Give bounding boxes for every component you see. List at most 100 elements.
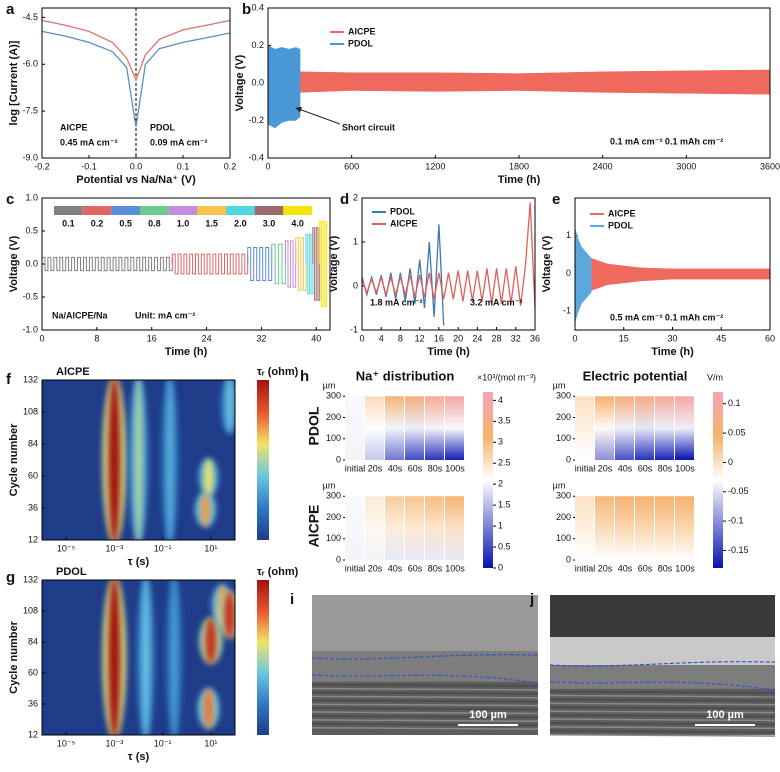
y-tick-label: 60 (28, 470, 38, 480)
drt-peak (134, 380, 143, 540)
y-tick-label: 1.0 (25, 192, 38, 202)
data-line (361, 224, 445, 326)
annotation: 0.09 mA cm⁻² (150, 137, 207, 147)
x-tick-label: 10⁻¹ (154, 543, 172, 553)
y-tick-label: 200 (556, 412, 571, 422)
y-tick-label: -7.5 (22, 106, 38, 116)
legend-label: PDOL (608, 220, 634, 230)
y-tick-label: 108 (23, 605, 38, 615)
sem-texture (311, 683, 539, 687)
x-tick-label: 8 (94, 333, 99, 343)
annotation: 0.1 mA cm⁻² 0.1 mAh cm⁻² (610, 136, 723, 146)
colorbar-tick-label: 0.05 (728, 427, 746, 437)
sem-texture (549, 733, 776, 737)
y-tick-label: 200 (556, 512, 571, 522)
simulation-cell (675, 496, 694, 560)
colorbar-label: τᵣ (ohm) (257, 566, 299, 578)
colorbar-tick-label: -0.1 (728, 515, 744, 525)
colorbar-label: τᵣ (ohm) (257, 366, 299, 378)
x-tick-label: 28 (492, 333, 502, 343)
sem-texture (549, 690, 776, 694)
y-tick-label: 0 (566, 554, 571, 564)
sem-texture (311, 687, 539, 691)
colorbar-tick-label: 0.1 (728, 398, 741, 408)
colorbar-tick-label: 3.5 (498, 416, 511, 426)
y-tick-label: 300 (556, 491, 571, 501)
legend-label: 0.5 (119, 218, 132, 228)
y-tick-label: 200 (326, 412, 341, 422)
y-axis-label: Voltage (V) (541, 235, 553, 292)
legend-label: 1.5 (205, 218, 218, 228)
column-label: initial (575, 463, 596, 473)
map-title: Electric potential (583, 368, 688, 383)
x-axis-label: τ (s) (128, 556, 150, 568)
unit-label: µm (323, 380, 336, 390)
simulation-cell (595, 496, 614, 560)
x-tick-label: 0 (359, 333, 364, 343)
sem-layer (550, 637, 775, 665)
x-tick-label: 40 (311, 333, 321, 343)
panel-letter: e (552, 191, 560, 208)
sem-texture (311, 699, 539, 703)
unit-label: µm (323, 480, 336, 490)
panel-letter: c (6, 191, 14, 208)
step-segment (305, 233, 314, 295)
sem-texture (311, 711, 539, 715)
x-tick-label: 3000 (676, 161, 696, 171)
x-tick-label: 20 (453, 333, 463, 343)
y-tick-label: -1 (350, 324, 358, 334)
colorbar-tick-label: 2 (498, 479, 503, 489)
column-label: initial (575, 563, 596, 573)
sem-texture (311, 726, 539, 730)
y-tick-label: 36 (28, 698, 38, 708)
column-label: 20s (598, 463, 613, 473)
column-label: initial (345, 463, 366, 473)
panel-letter: g (6, 569, 15, 586)
colorbar-tick-label: 1.5 (498, 500, 511, 510)
legend-label: AlCPE (608, 208, 636, 218)
panel-letter: b (242, 1, 251, 18)
sem-texture (311, 691, 539, 695)
sem-top (312, 595, 538, 651)
simulation-cell (405, 496, 424, 560)
column-label: 60s (638, 563, 653, 573)
column-label: 40s (388, 563, 403, 573)
y-tick-label: 0.2 (251, 40, 264, 50)
drt-peak (108, 580, 121, 735)
legend-swatch (140, 206, 169, 215)
sem-texture (549, 718, 776, 722)
interface-line (311, 654, 539, 660)
colorbar (713, 392, 723, 568)
panel-letter: d (340, 191, 349, 208)
colorbar-unit: ×10³/(mol m⁻³) (477, 372, 536, 382)
step-segment (171, 253, 249, 275)
panel-title: AlCPE (56, 366, 90, 378)
sem-texture (549, 714, 776, 718)
y-tick-label: 0.4 (251, 2, 264, 12)
simulation-cell (345, 496, 364, 560)
x-tick-label: 1200 (425, 161, 445, 171)
simulation-cell (445, 496, 464, 560)
column-label: 40s (388, 463, 403, 473)
column-label: 100s (445, 563, 465, 573)
colorbar-tick-label: 1 (498, 520, 503, 530)
step-segment (41, 256, 173, 272)
x-tick-label: -0.1 (81, 161, 97, 171)
legend-label: PDOL (348, 38, 374, 48)
simulation-cell (635, 496, 654, 560)
step-segment (312, 227, 321, 301)
colorbar-tick-label: 2.5 (498, 458, 511, 468)
heatmap (102, 580, 235, 735)
legend-label: AlCPE (348, 26, 376, 36)
sem-texture (549, 698, 776, 702)
colorbar-tick-label: 3 (498, 437, 503, 447)
panel-title: PDOL (56, 566, 87, 578)
sem-texture (549, 702, 776, 706)
simulation-cell (385, 396, 404, 460)
y-tick-label: -0.5 (22, 291, 38, 301)
column-label: 80s (658, 463, 673, 473)
row-label: AlCPE (306, 505, 322, 548)
y-tick-label: -6.0 (22, 59, 38, 69)
simulation-cell (675, 396, 694, 460)
